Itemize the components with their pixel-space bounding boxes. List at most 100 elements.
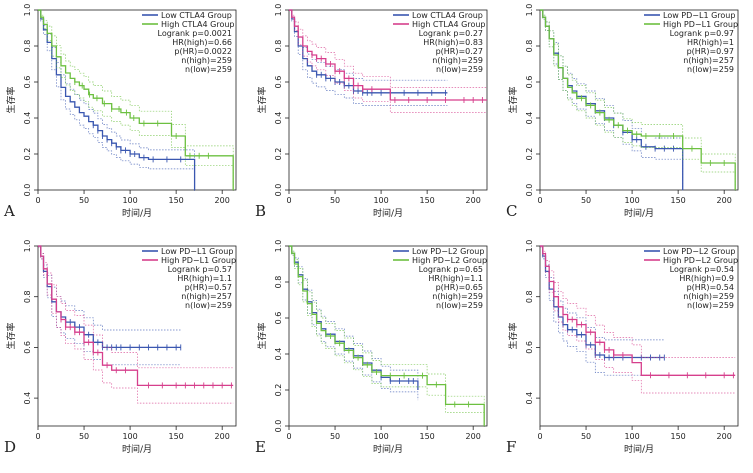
panel-letter: E (255, 438, 266, 456)
stats-line: p(HR)=0.65 (436, 283, 483, 292)
x-tick-label: 0 (35, 432, 40, 441)
stats-line: n(high)=259 (683, 292, 734, 301)
y-tick-label: 1.0 (23, 240, 32, 253)
y-tick-label: 0.8 (274, 276, 283, 289)
curves (540, 9, 736, 191)
y-tick-label: 0.8 (23, 290, 32, 303)
x-tick-label: 150 (419, 432, 434, 441)
x-tick-label: 0 (35, 196, 40, 205)
survival-curve (540, 9, 736, 190)
y-tick-label: 0.4 (23, 392, 32, 405)
ci-upper-line (289, 9, 487, 88)
survival-curve (289, 245, 485, 426)
y-tick-label: 0.6 (525, 76, 534, 89)
y-axis-label: 生存率 (507, 322, 519, 349)
plot-frame (37, 9, 237, 191)
survival-curve (38, 245, 181, 349)
stats-line: n(high)=257 (181, 292, 232, 301)
stats-line: n(low)=259 (436, 301, 483, 310)
ci-upper-line (38, 245, 181, 331)
x-tick-label: 150 (670, 432, 685, 441)
km-panel-d: 0.4 0.6 0.8 1.0 0 50 100 150 200 时间/月 生存率 D Low PD−L… (4, 240, 237, 456)
x-axis-label: 时间/月 (122, 443, 152, 455)
plot-frame (37, 245, 237, 427)
stats-line: HR(high)=0.9 (679, 274, 734, 283)
y-tick-label: 1.0 (274, 4, 283, 17)
stats-line: n(low)=259 (185, 65, 232, 74)
stats-line: HR(high)=1 (687, 38, 734, 47)
legend-label: Low CTLA4 Group (412, 11, 483, 20)
stats-line: n(high)=259 (181, 56, 232, 65)
x-tick-label: 100 (373, 432, 388, 441)
ci-upper-line (540, 245, 736, 358)
ci-lower-line (540, 246, 665, 376)
legend-label: Low PD−L2 Group (663, 247, 735, 256)
y-tick-label: 0.4 (23, 112, 32, 125)
ci-lower-line (289, 246, 485, 427)
ci-upper-line (289, 245, 419, 380)
x-tick-label: 0 (537, 196, 542, 205)
x-tick-label: 200 (215, 432, 230, 441)
legend-label: Low CTLA4 Group (161, 11, 232, 20)
stats-line: Logrank p=0.54 (670, 265, 734, 274)
ci-upper-line (289, 245, 485, 423)
x-axis-label: 时间/月 (373, 443, 403, 455)
survival-curve (38, 9, 234, 190)
y-tick-label: 0.0 (23, 184, 32, 197)
legend-label: High PD−L1 Group (663, 20, 738, 29)
x-tick-label: 200 (215, 196, 230, 205)
y-tick-label: 0.4 (274, 348, 283, 361)
x-tick-label: 150 (168, 196, 183, 205)
y-tick-label: 0.4 (274, 112, 283, 125)
y-tick-label: 0.2 (525, 148, 534, 161)
y-tick-label: 0.8 (274, 40, 283, 53)
y-axis-label: 生存率 (5, 86, 17, 113)
survival-curve (540, 9, 684, 190)
plot-frame (539, 9, 739, 191)
y-tick-label: 0.0 (525, 184, 534, 197)
km-panel-f: 0.4 0.6 0.8 1.0 0 50 100 150 200 时间/月 生存率 F Low PD−L… (506, 240, 739, 456)
ci-lower-line (38, 246, 234, 404)
y-tick-label: 1.0 (23, 4, 32, 17)
x-tick-label: 100 (122, 196, 137, 205)
y-tick-label: 1.0 (274, 240, 283, 253)
ci-upper-line (540, 245, 665, 341)
stats-line: p(HR)=0.57 (185, 283, 232, 292)
legend-label: High PD−L1 Group (161, 256, 236, 265)
plot-frame (539, 245, 739, 427)
curves (289, 9, 487, 113)
y-tick-label: 0.2 (274, 384, 283, 397)
ci-lower-line (289, 246, 419, 401)
curves (38, 9, 234, 191)
x-tick-label: 0 (286, 432, 291, 441)
stats-line: p(HR)=0.0022 (174, 47, 232, 56)
stats-line: HR(high)=0.83 (423, 38, 483, 47)
survival-curve (289, 9, 448, 94)
x-axis-label: 时间/月 (624, 207, 654, 219)
x-axis-label: 时间/月 (624, 443, 654, 455)
x-tick-label: 150 (168, 432, 183, 441)
km-panel-c: 0.0 0.2 0.4 0.6 0.8 1.0 0 50 100 150 200 时间/月 生存率 C Lo… (506, 4, 739, 220)
y-tick-label: 0.6 (23, 76, 32, 89)
stats-line: HR(high)=0.66 (172, 38, 232, 47)
y-axis-label: 生存率 (5, 322, 17, 349)
y-tick-label: 0.0 (274, 184, 283, 197)
y-axis-label: 生存率 (256, 86, 268, 113)
stats-line: n(low)=259 (687, 65, 734, 74)
panel-letter: C (506, 202, 517, 220)
ci-lower-line (540, 10, 736, 191)
y-tick-label: 0.6 (274, 76, 283, 89)
survival-curve (38, 9, 196, 190)
legend-label: High CTLA4 Group (161, 20, 235, 29)
y-tick-label: 1.0 (525, 4, 534, 17)
plot-frame (288, 245, 488, 427)
curves (38, 245, 234, 404)
y-axis-label: 生存率 (256, 322, 268, 349)
stats-line: Logrank p=0.27 (419, 29, 483, 38)
stats-line: HR(high)=1.1 (428, 274, 483, 283)
legend-label: High CTLA4 Group (412, 20, 486, 29)
panel-letter: D (4, 438, 16, 456)
legend-label: Low PD−L1 Group (161, 247, 233, 256)
x-tick-label: 200 (466, 432, 481, 441)
